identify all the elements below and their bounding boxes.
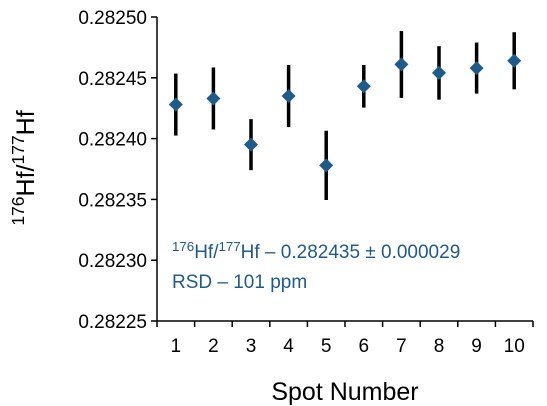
y-tick-label: 0.28250 <box>78 8 147 29</box>
x-tick-label: 3 <box>246 336 257 357</box>
data-point-marker <box>319 158 334 173</box>
x-axis-title: Spot Number <box>271 378 418 406</box>
x-tick-label: 10 <box>504 336 525 357</box>
x-tick-label: 9 <box>471 336 482 357</box>
data-point-marker <box>168 97 183 112</box>
data-point-marker <box>394 57 409 72</box>
data-point-marker <box>469 61 484 76</box>
y-tick-label: 0.28235 <box>78 190 147 211</box>
x-tick-label: 1 <box>171 336 182 357</box>
x-tick-label: 4 <box>283 336 294 357</box>
data-point-marker <box>281 89 296 104</box>
error-bars <box>174 30 516 201</box>
x-tick-label: 8 <box>434 336 445 357</box>
y-tick-label: 0.28245 <box>78 69 147 90</box>
data-point-marker <box>356 79 371 94</box>
x-tick-label: 2 <box>208 336 219 357</box>
data-point-marker <box>432 65 446 80</box>
annotation-ratio-result: 176Hf/177Hf – 0.282435 ± 0.000029 <box>172 239 460 264</box>
annotation-rsd: RSD – 101 ppm <box>172 272 307 293</box>
x-axis: 1 2 3 4 5 6 7 8 9 10 <box>156 320 534 357</box>
y-tick-label: 0.28225 <box>78 312 147 333</box>
data-point-marker <box>206 91 221 106</box>
y-axis-title: 176Hf/177Hf <box>8 110 40 225</box>
data-points <box>168 53 522 173</box>
data-point-marker <box>507 53 522 68</box>
x-tick-label: 7 <box>396 336 407 357</box>
y-tick-label: 0.28230 <box>78 251 147 272</box>
y-tick-label: 0.28240 <box>78 130 147 151</box>
y-axis: 0.28225 0.28230 0.28235 0.28240 0.28245 0.282… <box>78 8 158 333</box>
x-tick-label: 6 <box>359 336 370 357</box>
x-tick-label: 5 <box>321 336 332 357</box>
data-point-marker <box>244 137 258 152</box>
